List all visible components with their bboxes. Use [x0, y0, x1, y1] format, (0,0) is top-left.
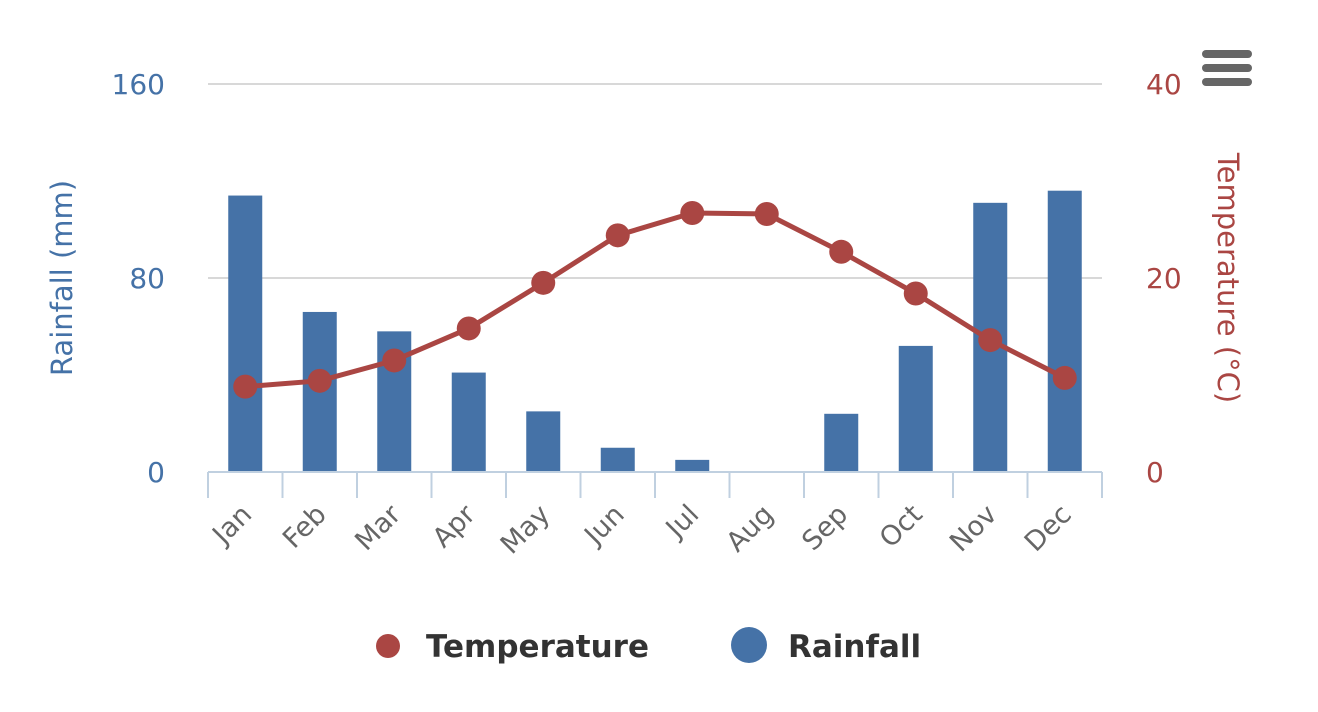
- x-tick-label: Dec: [1019, 499, 1078, 558]
- x-tick-label: Feb: [277, 499, 333, 555]
- temperature-point: [903, 281, 928, 306]
- temperature-point: [307, 368, 332, 393]
- temperature-point: [680, 201, 705, 226]
- menu-button[interactable]: [1202, 50, 1252, 86]
- rainfall-bar: [675, 459, 710, 472]
- temperature-point: [233, 374, 258, 399]
- y-right-tick-label: 20: [1146, 262, 1182, 295]
- x-tick-label: May: [495, 499, 556, 560]
- rainfall-bar: [824, 413, 859, 472]
- temperature-point: [531, 270, 556, 295]
- y-right-title: Temperature (°C): [1211, 152, 1245, 403]
- y-left-title: Rainfall (mm): [45, 180, 79, 376]
- rainfall-bar: [600, 447, 635, 472]
- x-tick-label: Nov: [944, 499, 1003, 558]
- rainfall-bar: [898, 345, 933, 472]
- hamburger-line: [1202, 78, 1252, 86]
- legend: Temperature Rainfall: [376, 627, 921, 665]
- legend-rainfall-marker: [731, 627, 767, 663]
- temperature-point: [605, 223, 630, 248]
- x-tick-label: Oct: [874, 499, 929, 554]
- hamburger-menu-icon[interactable]: [1202, 50, 1252, 58]
- rainfall-bar: [451, 372, 486, 472]
- legend-temperature-label: Temperature: [426, 629, 649, 665]
- x-tick-label: Sep: [796, 499, 854, 557]
- temperature-line: [245, 210, 1066, 390]
- temperature-point: [829, 239, 854, 264]
- x-tick-label: Jun: [578, 499, 631, 552]
- legend-temperature-marker: [376, 634, 400, 658]
- y-left-tick-label: 0: [147, 456, 165, 489]
- legend-item-temperature[interactable]: Temperature: [376, 629, 649, 665]
- temperature-point: [382, 348, 407, 373]
- y-left-tick-label: 160: [112, 68, 165, 101]
- x-tick-label: Mar: [349, 498, 408, 557]
- x-tick-label: Apr: [427, 498, 483, 554]
- temperature-point: [754, 201, 779, 226]
- x-tick-label: Jan: [205, 499, 258, 552]
- rainfall-bar: [228, 195, 263, 473]
- temperature-point: [456, 316, 481, 341]
- temperature-point: [1052, 365, 1077, 390]
- rainfall-bar: [526, 411, 561, 472]
- y-left-tick-label: 80: [129, 262, 165, 295]
- legend-item-rainfall[interactable]: Rainfall: [731, 627, 921, 665]
- legend-rainfall-label: Rainfall: [788, 629, 921, 665]
- hamburger-line: [1202, 64, 1252, 72]
- y-right-tick-label: 40: [1146, 68, 1182, 101]
- temperature-point: [978, 328, 1003, 353]
- x-tick-label: Jul: [659, 499, 705, 545]
- y-right-tick-label: 0: [1146, 456, 1164, 489]
- rainfall-bar: [1047, 190, 1082, 472]
- x-tick-label: Aug: [720, 499, 779, 558]
